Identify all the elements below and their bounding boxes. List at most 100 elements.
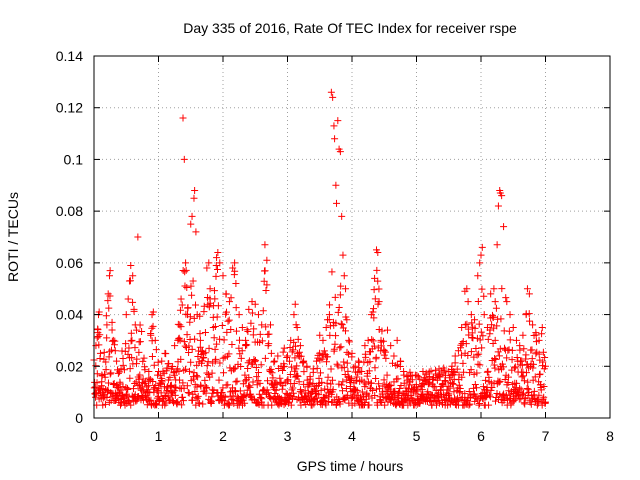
data-point-dense xyxy=(286,391,294,399)
data-point-dense xyxy=(461,390,469,398)
data-point-dense xyxy=(510,396,518,404)
data-point-dense xyxy=(370,305,378,313)
data-point-dense xyxy=(203,362,211,370)
data-point-dense xyxy=(451,359,459,367)
data-point-dense xyxy=(220,369,228,377)
data-point-dense xyxy=(149,322,157,330)
data-point-dense xyxy=(210,287,218,295)
data-point xyxy=(108,318,116,326)
data-point-dense xyxy=(318,355,326,363)
data-point-dense xyxy=(125,398,133,406)
data-point xyxy=(235,311,243,319)
data-point-dense xyxy=(244,328,252,336)
data-point-dense xyxy=(113,383,121,391)
data-point xyxy=(127,261,135,269)
data-point-dense xyxy=(280,362,288,370)
data-point-dense xyxy=(479,383,487,391)
data-point-dense xyxy=(285,357,293,365)
data-point-dense xyxy=(368,336,376,344)
data-point-dense xyxy=(492,355,500,363)
data-point-dense xyxy=(93,379,101,387)
data-point-dense xyxy=(227,294,235,302)
data-point-dense xyxy=(488,384,496,392)
data-point xyxy=(213,254,221,262)
data-point-dense xyxy=(525,310,533,318)
data-point xyxy=(490,285,498,293)
data-point-dense xyxy=(447,372,455,380)
data-point-dense xyxy=(324,373,332,381)
data-point-dense xyxy=(317,386,325,394)
data-point-dense xyxy=(536,370,544,378)
data-point-dense xyxy=(472,344,480,352)
data-point-dense xyxy=(163,364,171,372)
data-point-dense xyxy=(300,368,308,376)
data-point xyxy=(487,290,495,298)
data-point-dense xyxy=(520,377,528,385)
data-point-dense xyxy=(475,350,483,358)
data-point-dense xyxy=(124,350,132,358)
data-point-dense xyxy=(323,353,331,361)
data-point-dense xyxy=(377,347,385,355)
data-point-dense xyxy=(236,397,244,405)
data-point-dense xyxy=(235,336,243,344)
data-point-dense xyxy=(539,358,547,366)
data-point-dense xyxy=(292,321,300,329)
data-point-dense xyxy=(145,397,153,405)
data-point xyxy=(177,295,185,303)
x-axis-label: GPS time / hours xyxy=(297,458,404,474)
data-point-dense xyxy=(183,284,191,292)
data-point-dense xyxy=(497,315,505,323)
data-point-dense xyxy=(276,374,284,382)
data-point-dense xyxy=(338,387,346,395)
data-point-dense xyxy=(467,366,475,374)
data-point-dense xyxy=(124,385,132,393)
data-point-dense xyxy=(457,351,465,359)
data-point-dense xyxy=(211,322,219,330)
data-point-dense xyxy=(156,396,164,404)
data-point-dense xyxy=(337,343,345,351)
data-point xyxy=(176,321,184,329)
data-point-dense xyxy=(436,373,444,381)
data-point-dense xyxy=(184,304,192,312)
data-point-dense xyxy=(169,363,177,371)
data-point-dense xyxy=(323,379,331,387)
data-point-dense xyxy=(255,390,263,398)
data-point-dense xyxy=(367,379,375,387)
data-point-dense xyxy=(167,388,175,396)
data-point-dense xyxy=(413,371,421,379)
data-point-dense xyxy=(176,306,184,314)
data-point-dense xyxy=(136,371,144,379)
data-point-dense xyxy=(489,313,497,321)
data-point-dense xyxy=(171,391,179,399)
data-point-dense xyxy=(152,400,160,408)
data-point-dense xyxy=(297,401,305,409)
data-point-dense xyxy=(490,361,498,369)
data-point xyxy=(206,285,214,293)
data-point xyxy=(523,285,531,293)
data-point-dense xyxy=(348,353,356,361)
data-point xyxy=(467,311,475,319)
data-point-dense xyxy=(219,354,227,362)
data-point-dense xyxy=(164,386,172,394)
data-point-dense xyxy=(383,371,391,379)
data-point-dense xyxy=(132,397,140,405)
data-point-dense xyxy=(337,282,345,290)
data-point-dense xyxy=(506,336,514,344)
data-point-dense xyxy=(348,375,356,383)
data-point xyxy=(254,311,262,319)
data-point-dense xyxy=(326,301,334,309)
data-point xyxy=(245,305,253,313)
chart-title: Day 335 of 2016, Rate Of TEC Index for r… xyxy=(183,20,517,36)
data-point-dense xyxy=(196,343,204,351)
data-point xyxy=(463,285,471,293)
x-tick-label: 2 xyxy=(219,428,227,444)
data-point-dense xyxy=(127,337,135,345)
data-point-dense xyxy=(441,377,449,385)
data-point-dense xyxy=(333,360,341,368)
data-point-dense xyxy=(542,398,549,406)
data-point-dense xyxy=(432,366,440,374)
data-point-dense xyxy=(378,327,386,335)
data-point-dense xyxy=(96,355,104,363)
data-point xyxy=(122,311,130,319)
